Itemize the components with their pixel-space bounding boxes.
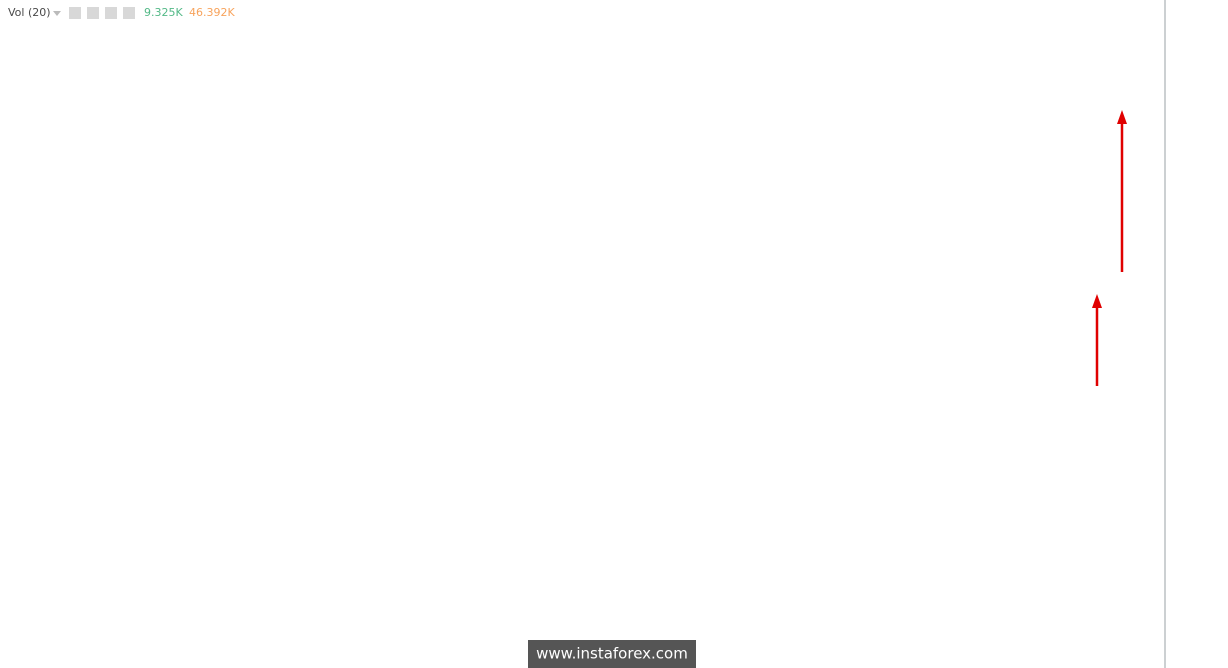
legend-button[interactable]: [69, 7, 81, 19]
arrows: [1092, 110, 1127, 386]
legend-name: Vol (20): [8, 6, 51, 19]
legend-button[interactable]: [105, 7, 117, 19]
watermark-box: [528, 640, 696, 668]
legend-button[interactable]: [123, 7, 135, 19]
legend-volume-ma: 46.392K: [189, 6, 235, 19]
legend: Vol (20) 9.325K 46.392K: [8, 6, 235, 19]
legend-volume: 9.325K: [144, 6, 183, 19]
legend-button[interactable]: [87, 7, 99, 19]
watermark: www.instaforex.com: [536, 645, 688, 663]
price-axis-bg: [1165, 0, 1228, 668]
